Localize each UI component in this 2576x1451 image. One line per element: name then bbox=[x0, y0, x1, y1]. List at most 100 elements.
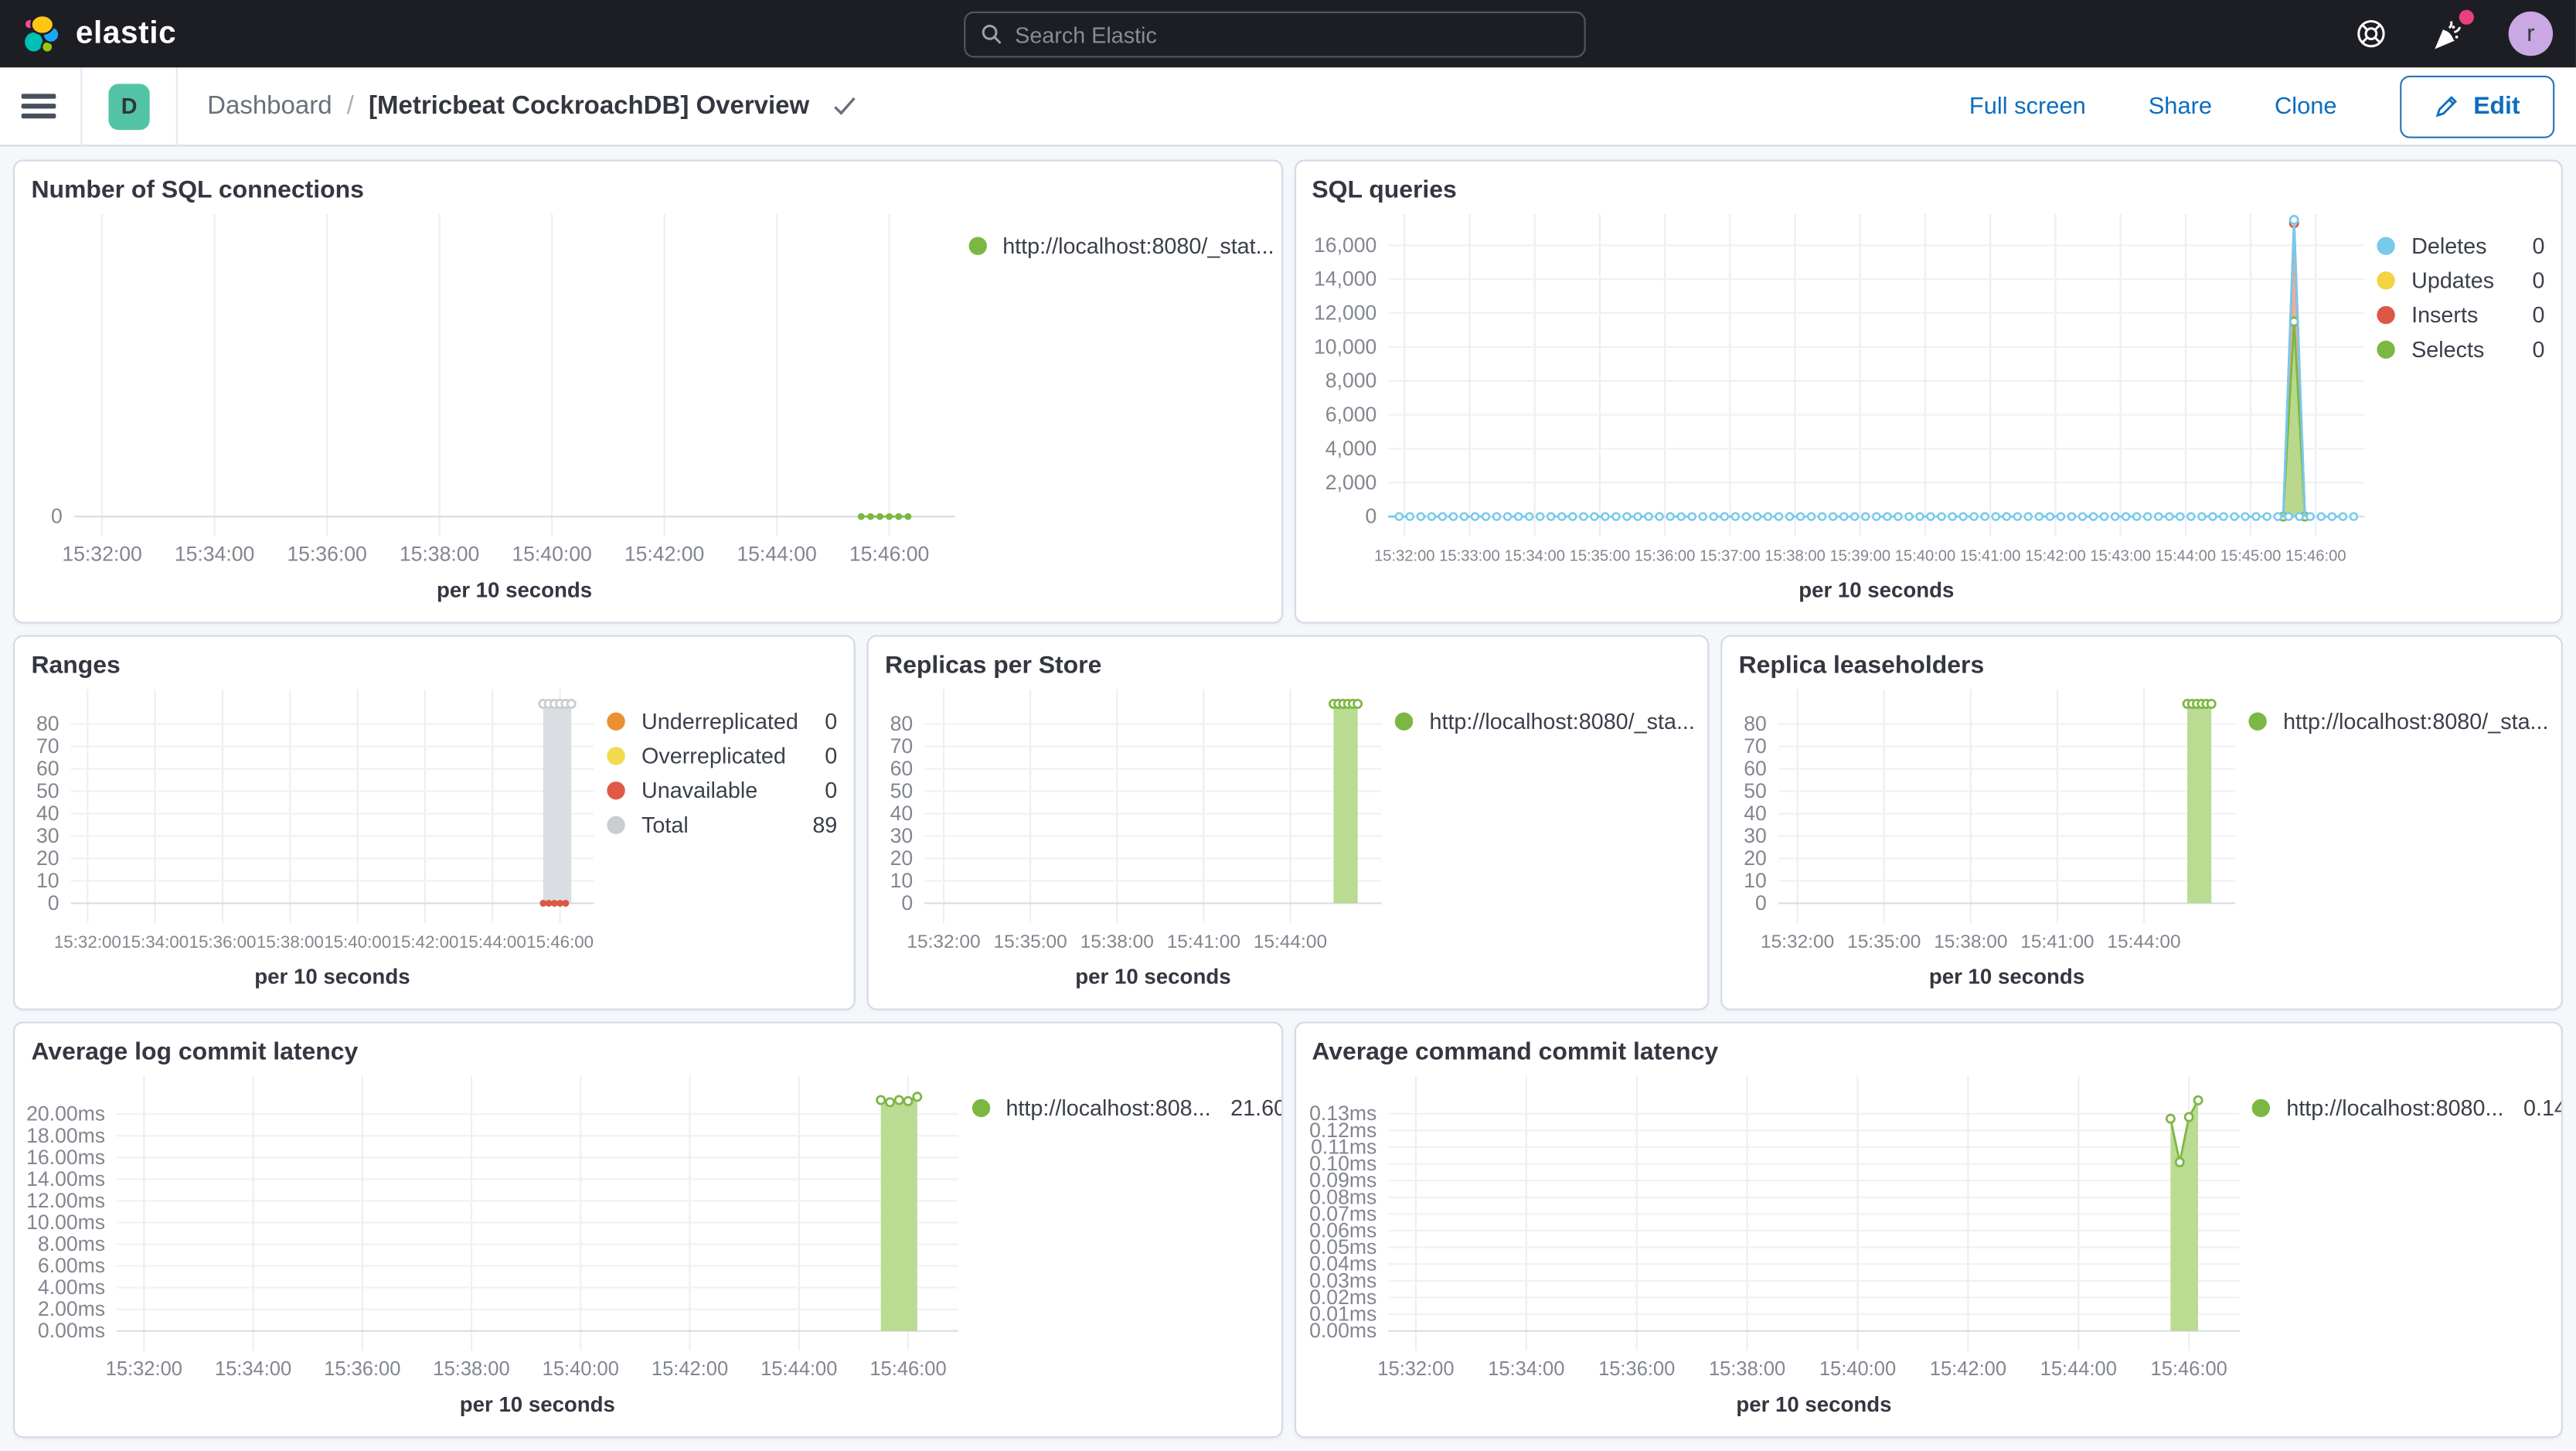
panel-title: Average command commit latency bbox=[1312, 1037, 1719, 1067]
panel-title: Number of SQL connections bbox=[31, 175, 364, 204]
replica-leaseholders-chart[interactable]: 15:32:00 15:35:00 15:38:00 15:41:00 15:44:00… bbox=[1722, 683, 2248, 1008]
elastic-logo[interactable]: elastic bbox=[0, 14, 176, 53]
chart-wrap: 15:32:00 15:35:00 15:38:00 15:41:00 15:44:00… bbox=[1722, 683, 2561, 1008]
edit-button[interactable]: Edit bbox=[2399, 74, 2555, 138]
dashboard-grid: Number of SQL connections 15:32:00 15:34:… bbox=[0, 146, 2576, 1451]
legend-item[interactable]: Unavailable 0 bbox=[607, 773, 853, 808]
toolbar-actions: Full screen Share Clone Edit bbox=[1969, 74, 2555, 138]
app-badge-wrap: D bbox=[80, 66, 178, 146]
svg-text:15:40:00: 15:40:00 bbox=[512, 543, 591, 566]
chart-wrap: 15:32:00 15:34:00 15:36:00 15:38:00 15:40:00… bbox=[15, 683, 853, 1008]
legend-item[interactable]: http://localhost:8080/_stat...0 bbox=[968, 229, 1281, 264]
legend-item[interactable]: Selects 0 bbox=[2377, 332, 2561, 367]
svg-text:15:46:00: 15:46:00 bbox=[849, 543, 929, 566]
edit-button-label: Edit bbox=[2473, 92, 2520, 121]
replicas-per-store-chart[interactable]: 15:32:00 15:35:00 15:38:00 15:41:00 15:44:00… bbox=[869, 683, 1395, 1008]
sql-queries-chart[interactable]: 15:32:00 15:33:00 15:34:00 15:35:00 15:36:00… bbox=[1295, 207, 2377, 622]
legend-dot bbox=[2377, 237, 2395, 255]
svg-text:15:41:00: 15:41:00 bbox=[2020, 932, 2094, 952]
svg-text:50: 50 bbox=[36, 779, 60, 802]
svg-text:15:44:00: 15:44:00 bbox=[737, 543, 816, 566]
legend-dot bbox=[607, 781, 625, 800]
svg-text:80: 80 bbox=[36, 712, 60, 735]
legend-value: 89 bbox=[2549, 709, 2561, 734]
svg-text:15:38:00: 15:38:00 bbox=[1764, 548, 1825, 565]
svg-text:16.00ms: 16.00ms bbox=[26, 1146, 105, 1169]
svg-text:per 10 seconds: per 10 seconds bbox=[460, 1392, 615, 1416]
legend-item[interactable]: http://localhost:8080/_sta...89 bbox=[1394, 704, 1707, 739]
svg-text:15:32:00: 15:32:00 bbox=[106, 1358, 182, 1380]
help-button[interactable] bbox=[2350, 14, 2390, 53]
svg-text:15:39:00: 15:39:00 bbox=[1829, 548, 1890, 565]
svg-text:15:44:00: 15:44:00 bbox=[2107, 932, 2180, 952]
panel-replica-leaseholders: Replica leaseholders 15:32:00 15:35:00 15:… bbox=[1720, 635, 2563, 1010]
svg-text:10: 10 bbox=[36, 869, 60, 892]
ranges-chart[interactable]: 15:32:00 15:34:00 15:36:00 15:38:00 15:40:00… bbox=[15, 683, 607, 1008]
search-icon bbox=[980, 23, 1003, 46]
user-avatar[interactable]: r bbox=[2508, 11, 2554, 56]
dashboard-app-badge: D bbox=[108, 83, 150, 130]
legend-item[interactable]: http://localhost:8080/_sta...89 bbox=[2248, 704, 2561, 739]
svg-text:6,000: 6,000 bbox=[1325, 403, 1376, 426]
legend-label: Inserts bbox=[2411, 302, 2479, 328]
chart-legend: http://localhost:8080... 0.14ms bbox=[2251, 1091, 2561, 1126]
svg-text:40: 40 bbox=[1744, 802, 1767, 825]
svg-text:30: 30 bbox=[1744, 824, 1767, 847]
legend-item[interactable]: Deletes 0 bbox=[2377, 229, 2561, 264]
elastic-logo-icon bbox=[22, 14, 61, 53]
legend-value: 0 bbox=[825, 743, 838, 768]
svg-text:15:33:00: 15:33:00 bbox=[1438, 548, 1499, 565]
newsfeed-button[interactable] bbox=[2429, 9, 2474, 53]
global-search[interactable] bbox=[964, 11, 1586, 58]
svg-text:15:36:00: 15:36:00 bbox=[287, 543, 366, 566]
svg-text:20: 20 bbox=[890, 846, 914, 870]
svg-text:15:46:00: 15:46:00 bbox=[869, 1358, 946, 1380]
svg-text:per 10 seconds: per 10 seconds bbox=[1075, 965, 1230, 989]
legend-dot bbox=[2377, 340, 2395, 359]
panel-title: SQL queries bbox=[1312, 175, 1457, 204]
svg-text:15:35:00: 15:35:00 bbox=[1847, 932, 1921, 952]
legend-dot bbox=[607, 816, 625, 835]
legend-item[interactable]: Underreplicated 0 bbox=[607, 704, 853, 739]
panel-average-command-commit-latency: Average command commit latency 15:32:00 1… bbox=[1293, 1021, 2563, 1439]
avg-log-commit-latency-chart[interactable]: 15:32:00 15:34:00 15:36:00 15:38:00 15:40:00… bbox=[15, 1069, 972, 1436]
avg-command-commit-latency-chart[interactable]: 15:32:00 15:34:00 15:36:00 15:38:00 15:40:00… bbox=[1295, 1069, 2252, 1436]
svg-text:0.02ms: 0.02ms bbox=[1308, 1286, 1376, 1309]
full-screen-button[interactable]: Full screen bbox=[1969, 93, 2086, 120]
legend-dot bbox=[971, 1098, 990, 1118]
svg-text:per 10 seconds: per 10 seconds bbox=[254, 965, 410, 989]
chart-legend: http://localhost:808... 21.60ms bbox=[971, 1091, 1281, 1126]
legend-item[interactable]: Overreplicated 0 bbox=[607, 739, 853, 774]
legend-item[interactable]: Inserts 0 bbox=[2377, 298, 2561, 332]
legend-item[interactable]: Updates 0 bbox=[2377, 264, 2561, 298]
legend-value: 0 bbox=[2532, 267, 2545, 293]
legend-label: http://localhost:8080... bbox=[2286, 1095, 2504, 1121]
svg-text:15:41:00: 15:41:00 bbox=[1959, 548, 2020, 565]
clone-button[interactable]: Clone bbox=[2274, 93, 2337, 120]
svg-text:per 10 seconds: per 10 seconds bbox=[1735, 1392, 1890, 1416]
svg-text:0.13ms: 0.13ms bbox=[1308, 1102, 1376, 1125]
search-input[interactable] bbox=[1015, 22, 1570, 47]
svg-text:16,000: 16,000 bbox=[1313, 233, 1376, 257]
svg-text:0: 0 bbox=[48, 891, 60, 915]
svg-text:50: 50 bbox=[1744, 779, 1767, 802]
legend-item[interactable]: http://localhost:8080... 0.14ms bbox=[2251, 1091, 2561, 1126]
svg-text:30: 30 bbox=[890, 824, 914, 847]
svg-text:18.00ms: 18.00ms bbox=[26, 1124, 105, 1147]
panel-average-log-commit-latency: Average log commit latency 15:32:00 15:34… bbox=[13, 1021, 1283, 1439]
sql-connections-chart[interactable]: 15:32:00 15:34:00 15:36:00 15:38:00 15:40:00… bbox=[15, 207, 968, 622]
svg-text:15:41:00: 15:41:00 bbox=[1167, 932, 1240, 952]
svg-text:0.10ms: 0.10ms bbox=[1308, 1152, 1376, 1175]
svg-text:60: 60 bbox=[36, 757, 60, 780]
legend-item[interactable]: Total 89 bbox=[607, 808, 853, 843]
legend-item[interactable]: http://localhost:808... 21.60ms bbox=[971, 1091, 1281, 1126]
svg-text:0.05ms: 0.05ms bbox=[1308, 1235, 1376, 1259]
panel-title: Replicas per Store bbox=[885, 651, 1102, 680]
menu-button[interactable] bbox=[21, 94, 56, 119]
chart-legend: Underreplicated 0 Overreplicated 0 Unavailab… bbox=[607, 704, 853, 843]
share-button[interactable]: Share bbox=[2148, 93, 2213, 120]
legend-dot bbox=[607, 747, 625, 765]
chart-legend: http://localhost:8080/_sta...89 bbox=[2248, 704, 2561, 739]
chart-wrap: 15:32:00 15:35:00 15:38:00 15:41:00 15:44:00… bbox=[869, 683, 1707, 1008]
breadcrumb-dashboard-link[interactable]: Dashboard bbox=[207, 91, 332, 120]
